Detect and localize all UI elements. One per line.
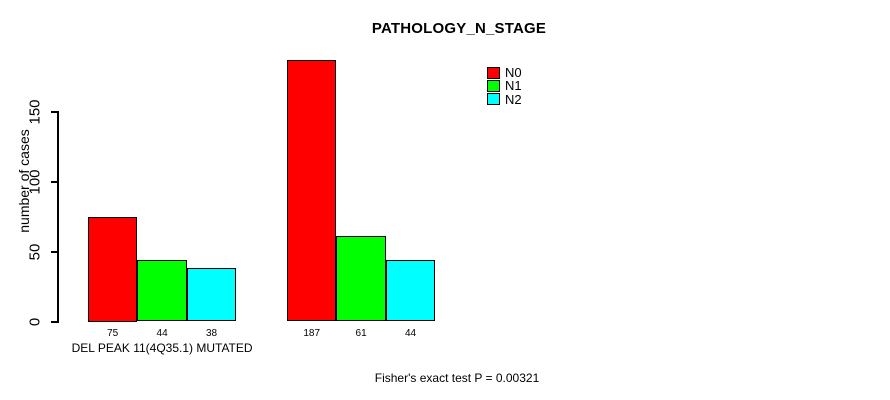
bar-n2-group2 — [385, 260, 436, 322]
y-axis-tick — [51, 320, 57, 323]
y-axis-tick-label: 100 — [26, 169, 44, 195]
bar-value-label: 44 — [156, 327, 168, 339]
bar-n0-group2 — [287, 60, 337, 322]
legend-swatch-n1-icon — [487, 79, 500, 92]
x-category-label: DEL PEAK 11(4Q35.1) MUTATED — [71, 341, 253, 355]
y-axis-tick-label: 150 — [26, 99, 44, 125]
bar-value-label: 75 — [107, 327, 119, 339]
chart-title: PATHOLOGY_N_STAGE — [371, 20, 547, 37]
legend: N0 N1 N2 — [487, 66, 522, 106]
legend-label: N1 — [505, 78, 522, 94]
y-axis-tick-label: 0 — [26, 317, 44, 326]
y-axis-tick — [51, 180, 57, 183]
bar-value-label: 61 — [355, 327, 367, 339]
bar-n1-group2 — [336, 236, 386, 322]
bar-value-label: 38 — [205, 327, 218, 339]
y-axis-line — [56, 111, 59, 323]
legend-label: N0 — [505, 65, 522, 81]
bar-value-label: 44 — [404, 327, 417, 339]
fisher-test-annotation: Fisher's exact test P = 0.00321 — [374, 371, 540, 385]
y-axis-tick — [51, 250, 57, 253]
legend-swatch-n2-icon — [487, 93, 500, 106]
y-axis-tick — [51, 111, 57, 113]
legend-item-n1: N1 — [487, 79, 522, 92]
legend-swatch-n0-icon — [487, 66, 500, 79]
bar-n0-group1 — [88, 216, 138, 322]
bar-n1-group1 — [137, 260, 187, 322]
legend-item-n2: N2 — [487, 93, 522, 106]
legend-item-n0: N0 — [487, 66, 522, 79]
y-axis-tick-label: 50 — [26, 243, 44, 260]
bar-n2-group1 — [186, 268, 237, 322]
bar-value-label: 187 — [303, 327, 321, 339]
legend-label: N2 — [505, 91, 522, 107]
